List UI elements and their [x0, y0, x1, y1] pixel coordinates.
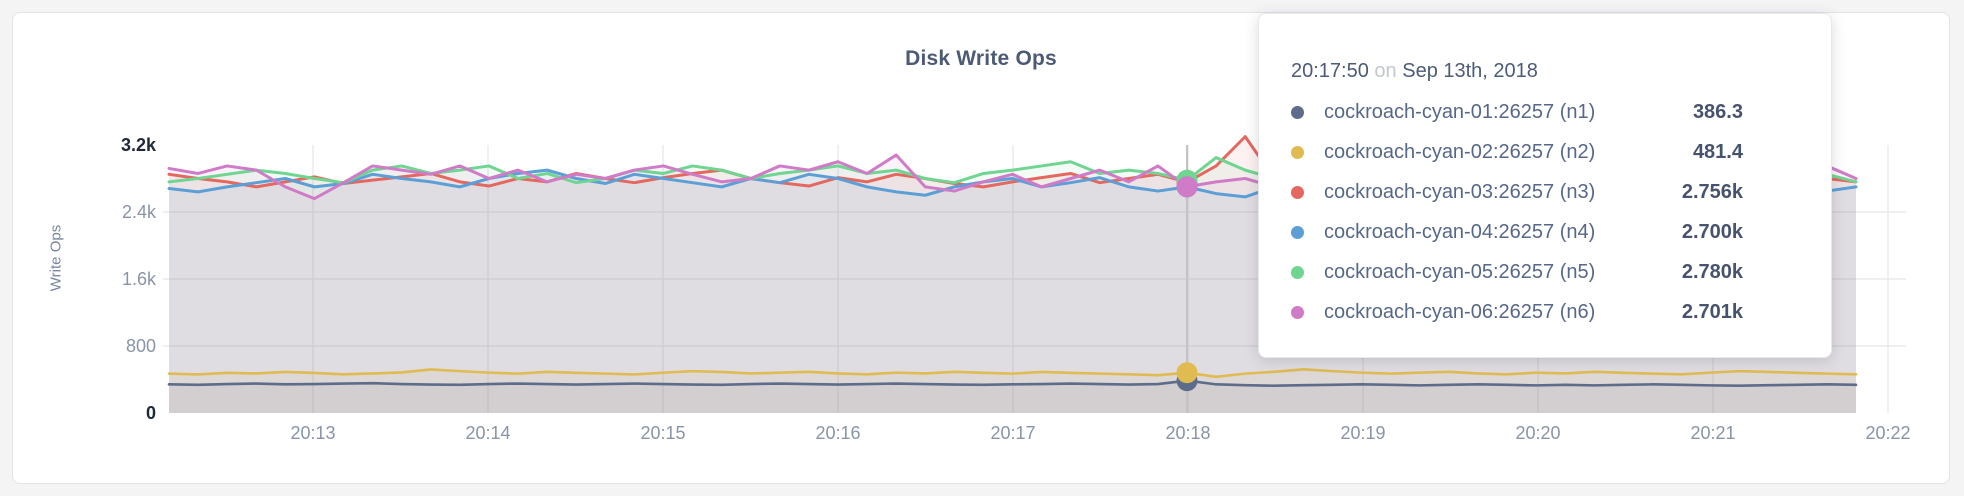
x-axis-tick-label: 20:13 — [290, 423, 335, 443]
y-axis-tick-label: 0 — [146, 403, 156, 423]
series-label: cockroach-cyan-01:26257 (n1) — [1324, 100, 1596, 123]
series-line — [167, 379, 1858, 387]
hover-point-dot — [1176, 176, 1198, 198]
series-dot-icon — [1291, 305, 1304, 319]
series-dot-icon — [1291, 185, 1304, 199]
series-value: 386.3 — [1692, 100, 1743, 123]
series-area — [169, 369, 1856, 413]
series-label: cockroach-cyan-05:26257 (n5) — [1324, 260, 1596, 283]
series-area — [169, 380, 1856, 413]
x-axis-tick-label: 20:19 — [1340, 423, 1385, 443]
y-axis-tick-label: 3.2k — [121, 135, 157, 155]
x-axis-tick-label: 20:16 — [815, 423, 860, 443]
tooltip-row: cockroach-cyan-01:26257 (n1) 386.3 — [1291, 92, 1831, 132]
x-axis-tick-label: 20:22 — [1865, 423, 1910, 443]
tooltip-rows: cockroach-cyan-01:26257 (n1) 386.3 cockroa… — [1291, 92, 1831, 332]
tooltip-row: cockroach-cyan-06:26257 (n6) 2.701k — [1291, 292, 1831, 332]
hover-point-dot — [1176, 362, 1198, 384]
tooltip-row: cockroach-cyan-05:26257 (n5) 2.780k — [1291, 252, 1831, 292]
x-axis-tick-label: 20:15 — [640, 423, 685, 443]
x-axis-tick-label: 20:14 — [465, 423, 510, 443]
x-axis-tick-label: 20:17 — [990, 423, 1035, 443]
series-label: cockroach-cyan-03:26257 (n3) — [1324, 180, 1596, 203]
tooltip-date: Sep 13th, 2018 — [1402, 60, 1538, 82]
series-value: 2.756k — [1681, 180, 1743, 203]
series-label: cockroach-cyan-02:26257 (n2) — [1324, 140, 1596, 163]
x-axis-tick-label: 20:21 — [1690, 423, 1735, 443]
x-axis-tick-label: 20:20 — [1515, 423, 1560, 443]
series-dot-icon — [1291, 145, 1304, 159]
series-label: cockroach-cyan-06:26257 (n6) — [1324, 300, 1596, 323]
series-dot-icon — [1291, 225, 1304, 239]
tooltip-row: cockroach-cyan-02:26257 (n2) 481.4 — [1291, 132, 1831, 172]
chart-title: Disk Write Ops — [905, 47, 1057, 70]
series-line — [167, 367, 1858, 379]
series-value: 481.4 — [1692, 140, 1743, 163]
y-axis-tick-label: 1.6k — [122, 269, 157, 289]
tooltip-row: cockroach-cyan-03:26257 (n3) 2.756k — [1291, 172, 1831, 212]
hover-tooltip: 20:17:50 on Sep 13th, 2018 cockroach-cya… — [1258, 13, 1832, 358]
series-value: 2.701k — [1681, 300, 1743, 323]
series-value: 2.780k — [1681, 260, 1743, 283]
x-axis-tick-label: 20:18 — [1165, 423, 1210, 443]
y-axis-tick-label: 800 — [126, 336, 156, 356]
tooltip-row: cockroach-cyan-04:26257 (n4) 2.700k — [1291, 212, 1831, 252]
y-axis-tick-label: 2.4k — [122, 202, 157, 222]
series-label: cockroach-cyan-04:26257 (n4) — [1324, 220, 1596, 243]
tooltip-time: 20:17:50 — [1291, 60, 1369, 82]
series-dot-icon — [1291, 265, 1304, 279]
tooltip-timestamp: 20:17:50 on Sep 13th, 2018 — [1291, 58, 1831, 84]
series-value: 2.700k — [1681, 220, 1743, 243]
tooltip-conjunction: on — [1374, 60, 1397, 82]
series-dot-icon — [1291, 105, 1304, 119]
